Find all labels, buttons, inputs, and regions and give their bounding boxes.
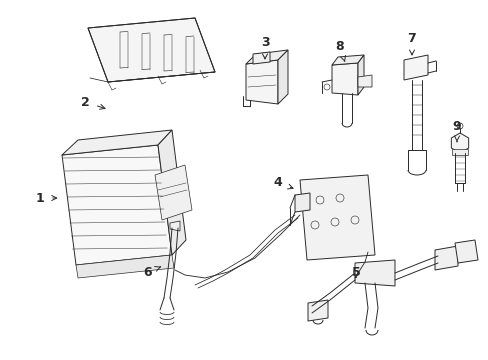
Polygon shape bbox=[299, 175, 374, 260]
Polygon shape bbox=[307, 300, 327, 321]
Polygon shape bbox=[294, 193, 309, 212]
Text: 2: 2 bbox=[81, 95, 105, 109]
Polygon shape bbox=[331, 63, 357, 95]
Polygon shape bbox=[245, 50, 287, 64]
Polygon shape bbox=[357, 55, 363, 95]
Polygon shape bbox=[62, 130, 172, 155]
Polygon shape bbox=[454, 240, 477, 263]
Polygon shape bbox=[155, 165, 192, 220]
Text: 5: 5 bbox=[351, 266, 360, 279]
Polygon shape bbox=[403, 55, 427, 80]
Polygon shape bbox=[450, 133, 468, 153]
Polygon shape bbox=[76, 255, 174, 278]
Polygon shape bbox=[331, 55, 363, 65]
Text: 1: 1 bbox=[36, 192, 57, 204]
Polygon shape bbox=[451, 149, 467, 155]
Polygon shape bbox=[88, 18, 215, 82]
Polygon shape bbox=[434, 246, 457, 270]
Polygon shape bbox=[354, 260, 394, 286]
Polygon shape bbox=[357, 75, 371, 87]
Text: 8: 8 bbox=[335, 40, 345, 62]
Polygon shape bbox=[245, 60, 278, 104]
Text: 4: 4 bbox=[273, 176, 292, 189]
Text: 7: 7 bbox=[407, 31, 415, 55]
Text: 9: 9 bbox=[452, 121, 460, 142]
Polygon shape bbox=[62, 145, 172, 265]
Text: 3: 3 bbox=[260, 36, 269, 59]
Polygon shape bbox=[278, 50, 287, 104]
Polygon shape bbox=[170, 221, 180, 231]
Text: 6: 6 bbox=[143, 266, 160, 279]
Polygon shape bbox=[252, 52, 269, 64]
Polygon shape bbox=[158, 130, 185, 255]
